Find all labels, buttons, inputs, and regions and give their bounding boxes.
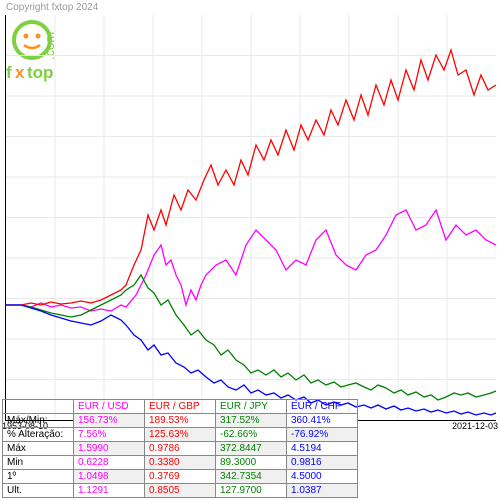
table-cell: 342.7354: [216, 470, 287, 484]
table-cell: 125.63%: [145, 428, 216, 442]
table-cell: 1.0498: [74, 470, 145, 484]
table-cell: 0.9786: [145, 442, 216, 456]
table-corner: [3, 400, 74, 414]
table-cell: 4.5194: [287, 442, 358, 456]
table-cell: 0.6228: [74, 456, 145, 470]
table-cell: 156.73%: [74, 414, 145, 428]
chart-container: Copyright fxtop 2024 f x top .com 1953-0…: [0, 0, 500, 500]
chart-plot-area: [5, 15, 496, 421]
col-header: EUR / USD: [74, 400, 145, 414]
col-header: EUR / JPY: [216, 400, 287, 414]
row-header: Máx: [3, 442, 74, 456]
table-cell: 189.53%: [145, 414, 216, 428]
table-cell: 1.5990: [74, 442, 145, 456]
table-cell: -62.66%: [216, 428, 287, 442]
table-cell: 89.3000: [216, 456, 287, 470]
row-header: Ult.: [3, 484, 74, 498]
copyright-text: Copyright fxtop 2024: [6, 2, 98, 13]
currency-data-table: EUR / USDEUR / GBPEUR / JPYEUR / CHF Máx/…: [2, 399, 358, 498]
col-header: EUR / CHF: [287, 400, 358, 414]
table-cell: -76.92%: [287, 428, 358, 442]
row-header: % Alteração:: [3, 428, 74, 442]
col-header: EUR / GBP: [145, 400, 216, 414]
table-cell: 0.3380: [145, 456, 216, 470]
table-cell: 1.0387: [287, 484, 358, 498]
table-cell: 0.8505: [145, 484, 216, 498]
table-cell: 127.9700: [216, 484, 287, 498]
chart-lines: [6, 15, 496, 420]
table-cell: 372.8447: [216, 442, 287, 456]
table-cell: 1.1291: [74, 484, 145, 498]
row-header: 1º: [3, 470, 74, 484]
x-axis-end: 2021-12-03: [452, 421, 498, 431]
table-cell: 317.52%: [216, 414, 287, 428]
table-cell: 0.9816: [287, 456, 358, 470]
table-cell: 7.56%: [74, 428, 145, 442]
table-cell: 4.5000: [287, 470, 358, 484]
row-header: Min: [3, 456, 74, 470]
table-cell: 360.41%: [287, 414, 358, 428]
row-header: Máx/Min:: [3, 414, 74, 428]
table-cell: 0.3769: [145, 470, 216, 484]
